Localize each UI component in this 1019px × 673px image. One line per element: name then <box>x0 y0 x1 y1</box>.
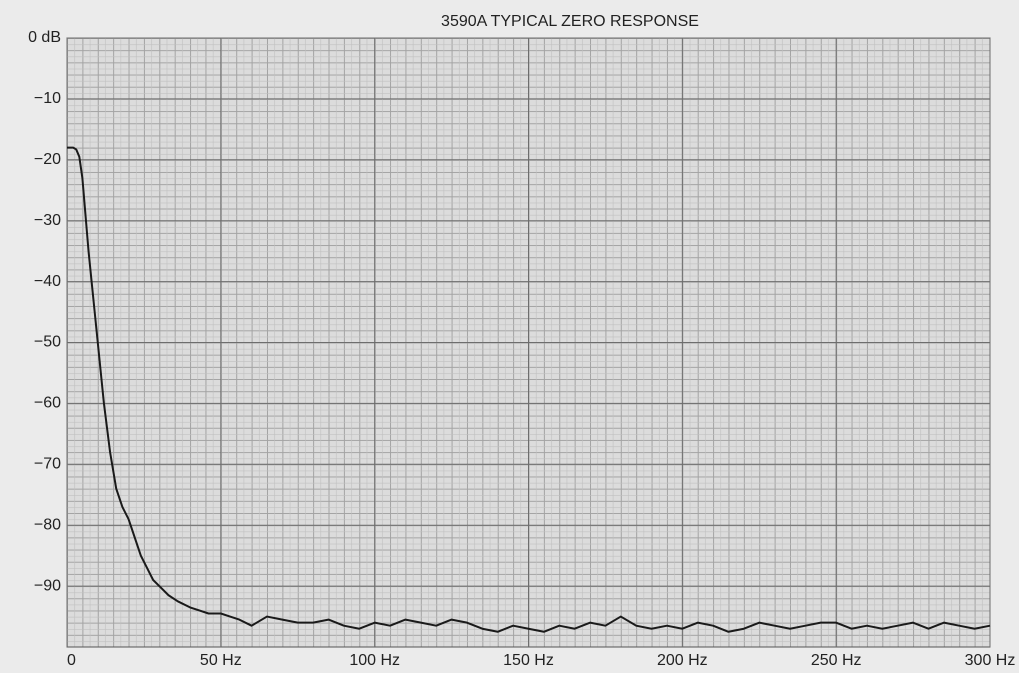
x-tick-label: 300 Hz <box>965 652 1016 669</box>
x-tick-label: 100 Hz <box>349 652 400 669</box>
x-tick-label: 0 <box>67 652 76 669</box>
y-tick-label: −20 <box>34 151 61 168</box>
y-tick-label: −80 <box>34 516 61 533</box>
x-tick-label: 50 Hz <box>200 652 242 669</box>
y-tick-label: −30 <box>34 212 61 229</box>
x-tick-label: 200 Hz <box>657 652 708 669</box>
x-tick-label: 150 Hz <box>503 652 554 669</box>
y-tick-label: −90 <box>34 577 61 594</box>
y-tick-label: −40 <box>34 273 61 290</box>
x-tick-label: 250 Hz <box>811 652 862 669</box>
y-tick-label: −60 <box>34 395 61 412</box>
response-line <box>67 146 991 633</box>
y-tick-label: −10 <box>34 90 61 107</box>
y-tick-label: 0 dB <box>28 29 61 46</box>
y-tick-label: −50 <box>34 334 61 351</box>
y-tick-label: −70 <box>34 456 61 473</box>
chart-title: 3590A TYPICAL ZERO RESPONSE <box>441 13 699 30</box>
